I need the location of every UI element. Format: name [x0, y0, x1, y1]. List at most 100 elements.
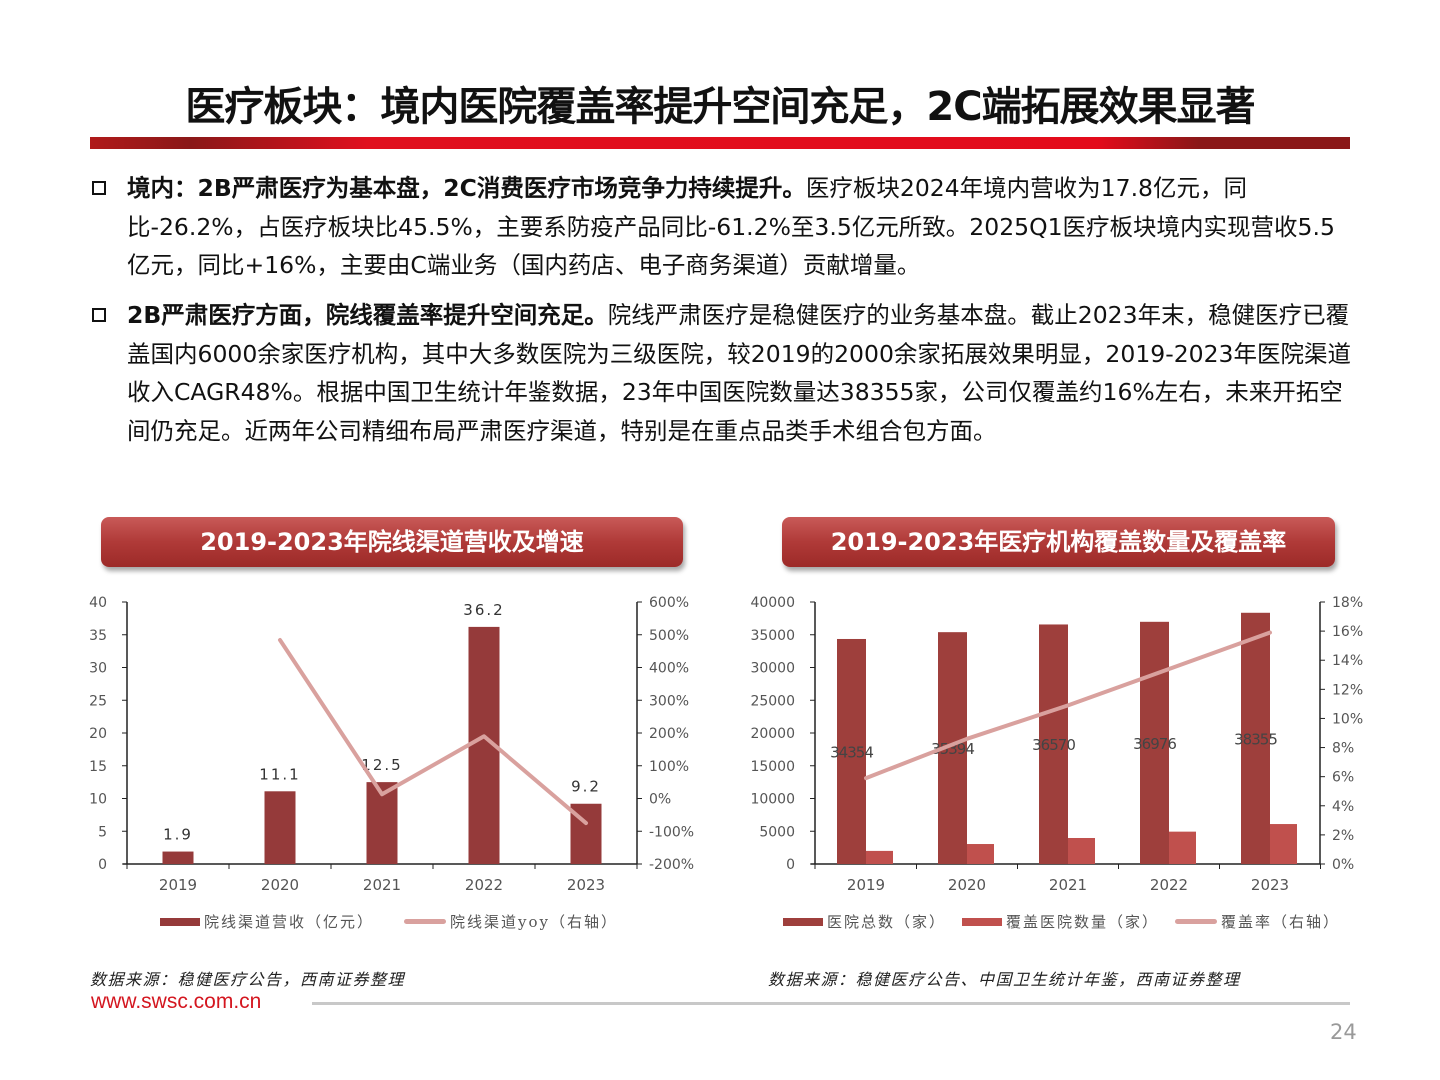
bullet-square-icon	[92, 308, 106, 322]
x-tick-label: 2022	[1150, 876, 1188, 894]
y-tick-label: 35	[89, 628, 107, 644]
y2-tick-label: 400%	[649, 661, 689, 677]
legend-label: 院线渠道yoy（右轴）	[450, 913, 618, 931]
y2-tick-label: 500%	[649, 628, 689, 644]
bar-data-label: 12.5	[361, 756, 402, 774]
bullet-2-lead: 2B严肃医疗方面，院线覆盖率提升空间充足。	[127, 301, 608, 329]
legend-item-covered: 覆盖医院数量（家）	[962, 911, 1159, 932]
chart-1-title: 2019-2023年院线渠道营收及增速	[101, 517, 683, 567]
y2-tick-label: 0%	[1332, 857, 1354, 873]
bar-data-label: 34354	[830, 743, 873, 761]
bar-2019	[866, 850, 893, 864]
y2-tick-label: 14%	[1332, 653, 1363, 669]
y2-tick-label: 4%	[1332, 799, 1354, 815]
y2-tick-label: 12%	[1332, 682, 1363, 698]
x-tick-label: 2021	[363, 876, 401, 894]
x-tick-label: 2021	[1049, 876, 1087, 894]
y2-tick-label: 200%	[649, 726, 689, 742]
bullet-paragraph-2: 2B严肃医疗方面，院线覆盖率提升空间充足。院线严肃医疗是稳健医疗的业务基本盘。截…	[127, 296, 1357, 450]
legend-label: 覆盖率（右轴）	[1221, 913, 1341, 931]
y-tick-label: 10	[89, 792, 107, 808]
chart-2-source: 数据来源：稳健医疗公告、中国卫生统计年鉴，西南证券整理	[768, 970, 1241, 989]
y-tick-label: 15	[89, 759, 107, 775]
x-tick-label: 2019	[159, 876, 197, 894]
y-tick-label: 30000	[750, 661, 795, 677]
legend-label: 医院总数（家）	[827, 913, 947, 931]
bar-data-label: 36.2	[463, 601, 504, 619]
chart-2-svg: 0 5000 10000 15000 20000 25000 30000 35000 40000…	[750, 595, 1363, 894]
y2-tick-label: 600%	[649, 595, 689, 611]
y2-tick-label: 100%	[649, 759, 689, 775]
line-series	[278, 637, 588, 826]
page-title: 医疗板块：境内医院覆盖率提升空间充足，2C端拓展效果显著	[185, 84, 1255, 130]
chart-1-legend: 院线渠道营收（亿元） 院线渠道yoy（右轴）	[160, 911, 648, 932]
chart-2-title: 2019-2023年医疗机构覆盖数量及覆盖率	[782, 517, 1335, 567]
y2-tick-label: 0%	[649, 792, 671, 808]
legend-item-total: 医院总数（家）	[783, 911, 946, 932]
y2-tick-label: 6%	[1332, 770, 1354, 786]
x-tick-label: 2023	[567, 876, 605, 894]
bar-2021	[1039, 624, 1068, 864]
y2-tick-label: -100%	[649, 824, 694, 840]
legend-line	[404, 919, 447, 924]
x-tick-label: 2023	[1251, 876, 1289, 894]
bullet-square-icon	[92, 181, 106, 195]
bar-2019	[837, 638, 866, 864]
y2-tick-label: 300%	[649, 693, 689, 709]
bar-data-label: 11.1	[259, 765, 300, 783]
chart-1-svg: 0 5 10 15 20 25 30 35 40 -200% -100% 0% 100% 200% 300%…	[89, 595, 694, 894]
y-tick-label: 40000	[750, 595, 795, 611]
y-tick-label: 35000	[750, 628, 795, 644]
legend-item-revenue: 院线渠道营收（亿元）	[160, 911, 374, 932]
y2-tick-label: 8%	[1332, 741, 1354, 757]
legend-item-rate: 覆盖率（右轴）	[1175, 911, 1340, 932]
bullet-paragraph-1: 境内：2B严肃医疗为基本盘，2C消费医疗市场竞争力持续提升。医疗板块2024年境…	[127, 169, 1357, 285]
website-link[interactable]: www.swsc.com.cn	[91, 990, 262, 1013]
bar-2023	[1270, 824, 1297, 864]
bar-data-label: 36570	[1032, 736, 1075, 754]
legend-label: 院线渠道营收（亿元）	[204, 913, 375, 931]
legend-line	[1175, 919, 1218, 924]
chart-2-legend: 医院总数（家） 覆盖医院数量（家） 覆盖率（右轴）	[783, 911, 1370, 932]
y2-tick-label: -200%	[649, 857, 694, 873]
y-tick-label: 20000	[750, 726, 795, 742]
bar-data-label: 9.2	[571, 778, 601, 796]
y2-tick-label: 16%	[1332, 624, 1363, 640]
y-tick-label: 0	[98, 857, 107, 873]
x-tick-label: 2019	[847, 876, 885, 894]
bar-2022	[1140, 621, 1169, 864]
chart-2: 0 5000 10000 15000 20000 25000 30000 35000 40000…	[740, 590, 1380, 904]
x-tick-label: 2022	[465, 876, 503, 894]
y-tick-label: 5000	[759, 824, 795, 840]
footer-divider	[312, 1002, 1350, 1005]
legend-swatch	[160, 917, 200, 926]
chart-1-source: 数据来源：稳健医疗公告，西南证券整理	[90, 970, 406, 989]
y-tick-label: 30	[89, 661, 107, 677]
bar-data-label: 35394	[931, 740, 974, 758]
y-tick-label: 25	[89, 693, 107, 709]
bar-2020	[967, 844, 994, 864]
y-tick-label: 10000	[750, 792, 795, 808]
y-tick-label: 15000	[750, 759, 795, 775]
bullet-1-text: 医疗板块2024年境内营收为17.8亿元，同比-26.2%，占医疗板块比45.5…	[127, 174, 1335, 279]
bullet-1-lead: 境内：2B严肃医疗为基本盘，2C消费医疗市场竞争力持续提升。	[127, 174, 806, 202]
x-tick-label: 2020	[948, 876, 986, 894]
y-tick-label: 5	[98, 824, 107, 840]
page-number: 24	[1330, 1020, 1357, 1044]
bar-data-label: 36976	[1133, 735, 1176, 753]
y-tick-label: 20	[89, 726, 107, 742]
y-tick-label: 0	[786, 857, 795, 873]
bar-data-label: 1.9	[163, 826, 193, 844]
y2-tick-label: 2%	[1332, 828, 1354, 844]
legend-label: 覆盖医院数量（家）	[1006, 913, 1160, 931]
bar-2021	[1068, 837, 1095, 864]
bar-data-label: 38355	[1234, 730, 1277, 748]
legend-item-yoy: 院线渠道yoy（右轴）	[404, 911, 618, 932]
chart-1: 0 5 10 15 20 25 30 35 40 -200% -100% 0% 100% 200% 300%…	[60, 590, 720, 904]
bar-2022	[1169, 831, 1196, 864]
title-divider	[90, 137, 1350, 149]
bar-2020	[264, 791, 296, 864]
bar-2019	[162, 851, 194, 864]
bullet-2-text: 院线严肃医疗是稳健医疗的业务基本盘。截止2023年末，稳健医疗已覆盖国内6000…	[127, 301, 1352, 445]
y2-tick-label: 18%	[1332, 595, 1363, 611]
